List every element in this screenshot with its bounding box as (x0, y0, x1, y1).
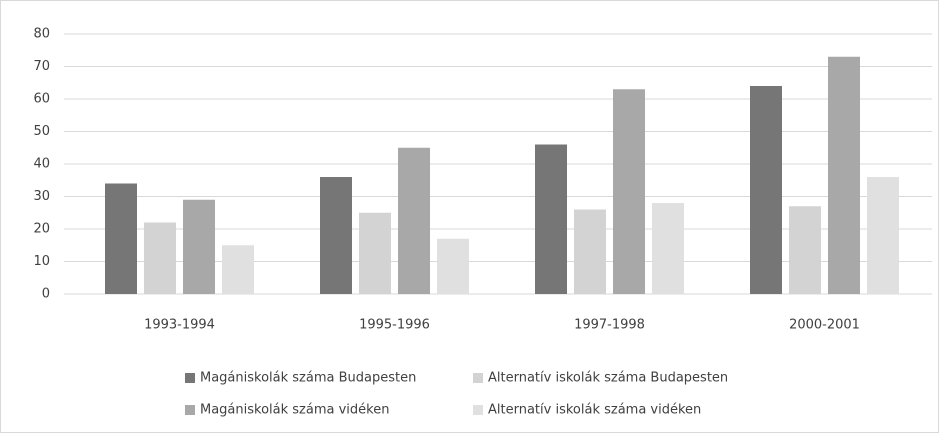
bar (574, 209, 606, 294)
y-tick-label: 10 (33, 254, 50, 269)
x-tick-label: 1993-1994 (144, 318, 215, 333)
bar (320, 177, 352, 294)
legend-label: Alternatív iskolák száma vidéken (488, 403, 701, 418)
y-tick-label: 40 (33, 157, 50, 172)
bar (750, 86, 782, 294)
x-tick-label: 2000-2001 (789, 318, 860, 333)
bar (652, 203, 684, 294)
bar (183, 199, 215, 294)
y-tick-label: 60 (33, 92, 50, 107)
bar (789, 206, 821, 294)
bar (535, 144, 567, 294)
bar (437, 238, 469, 294)
bar (359, 212, 391, 294)
legend-swatch (473, 373, 483, 383)
bar (105, 183, 137, 294)
bar (867, 177, 899, 294)
legend-label: Magániskolák száma vidéken (200, 403, 389, 418)
y-tick-label: 50 (33, 124, 50, 139)
y-tick-label: 80 (33, 27, 50, 42)
legend-swatch (473, 405, 483, 415)
y-tick-label: 20 (33, 222, 50, 237)
legend-swatch (185, 373, 195, 383)
bar (144, 222, 176, 294)
bar (222, 245, 254, 294)
legend-swatch (185, 405, 195, 415)
x-tick-label: 1997-1998 (574, 318, 645, 333)
bar (613, 89, 645, 294)
bar (828, 56, 860, 294)
bar (398, 147, 430, 294)
y-tick-label: 30 (33, 189, 50, 204)
x-tick-label: 1995-1996 (359, 318, 430, 333)
legend-label: Magániskolák száma Budapesten (200, 371, 416, 386)
y-tick-label: 0 (42, 287, 50, 302)
legend-label: Alternatív iskolák száma Budapesten (488, 371, 728, 386)
y-tick-label: 70 (33, 59, 50, 74)
